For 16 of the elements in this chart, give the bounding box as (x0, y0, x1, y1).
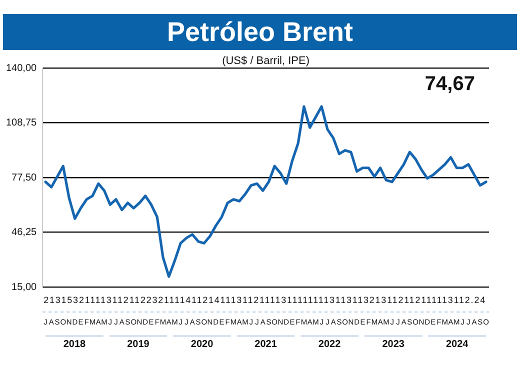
y-tick-label: 77,50 (12, 172, 38, 184)
y-tick-label: 46,25 (12, 227, 38, 238)
text: 2020 (190, 339, 214, 350)
y-tick-label: 140,00 (6, 62, 38, 74)
chart-title: Petróleo Brent (3, 14, 517, 50)
text: 2021 (254, 339, 278, 350)
text: 2131532111131121122321111411214111311211113111111113113113213112112111113112.24 (44, 295, 486, 305)
text: 2018 (63, 339, 86, 350)
text: 2024 (446, 339, 469, 350)
y-tick-label: 108,75 (6, 118, 38, 128)
text: 2022 (318, 339, 342, 350)
text: 2019 (127, 339, 150, 350)
chart-subtitle: (US$ / Barril, IPE) (222, 55, 310, 67)
y-tick-label: 15,00 (12, 282, 38, 293)
annotation: 74,67 (424, 73, 475, 95)
text: 2023 (382, 339, 405, 350)
